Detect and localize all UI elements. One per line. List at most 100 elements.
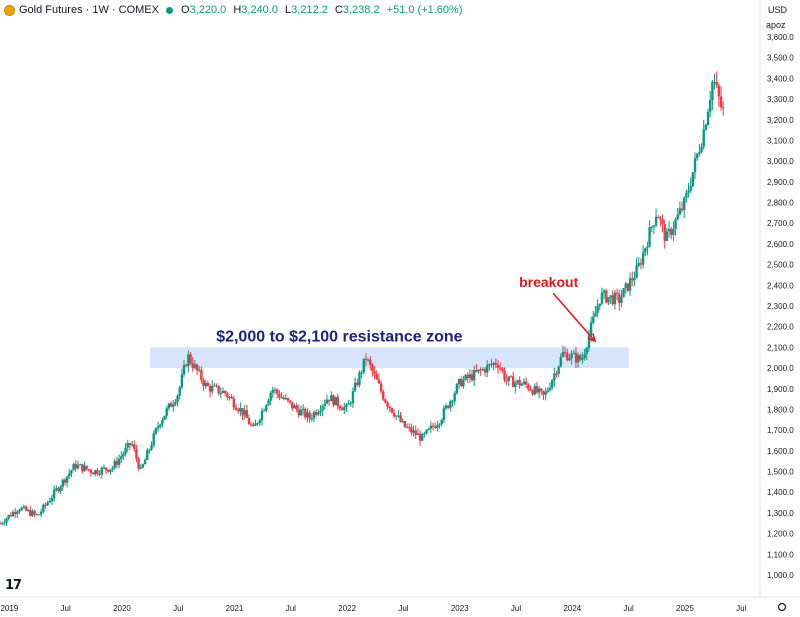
candle-body xyxy=(267,400,270,406)
candle-body xyxy=(566,352,569,361)
candle-body xyxy=(178,387,181,396)
candle-body xyxy=(691,172,695,187)
candle-body xyxy=(215,385,218,387)
candle-body xyxy=(301,408,305,411)
candle-body xyxy=(152,433,155,446)
candle-body xyxy=(395,415,398,417)
x-tick-label: 2020 xyxy=(113,604,131,613)
candle-body xyxy=(457,378,461,385)
candle-body xyxy=(719,96,723,108)
candle-body xyxy=(620,297,623,303)
candle-body xyxy=(559,356,562,367)
candle-body xyxy=(169,403,173,407)
candle-body xyxy=(353,382,357,391)
candle-body xyxy=(676,214,679,220)
candle-body xyxy=(715,81,718,86)
open-value: 3,220.0 xyxy=(189,4,227,16)
candle-body xyxy=(392,412,396,417)
candle-body xyxy=(219,393,223,395)
unit-label[interactable]: apoz xyxy=(766,20,786,30)
candle-body xyxy=(74,463,77,469)
candle-body xyxy=(213,385,216,387)
x-tick-label: Jul xyxy=(624,604,634,613)
candle-body xyxy=(410,427,413,433)
x-tick-label: Jul xyxy=(173,604,183,613)
candle-body xyxy=(592,316,595,323)
candle-body xyxy=(585,348,588,355)
candle-body xyxy=(206,382,210,387)
candle-body xyxy=(202,380,205,386)
candle-body xyxy=(514,382,517,388)
symbol-title[interactable]: Gold Futures · 1W · COMEX xyxy=(19,4,159,16)
candle-body xyxy=(72,463,75,471)
candle-body xyxy=(364,358,368,360)
candle-body xyxy=(637,263,640,266)
candle-body xyxy=(314,412,318,415)
y-tick-label: 1,100.0 xyxy=(767,550,794,559)
candle-body xyxy=(524,381,528,385)
candle-body xyxy=(680,208,684,211)
candle-body xyxy=(639,263,643,265)
candle-body xyxy=(418,433,422,441)
candle-body xyxy=(304,408,307,418)
currency-label[interactable]: USD xyxy=(768,5,788,15)
candle-body xyxy=(271,389,275,393)
y-tick-label: 1,900.0 xyxy=(767,385,794,394)
candle-body xyxy=(501,368,504,371)
candle-body xyxy=(648,227,651,247)
candle-body xyxy=(143,459,147,465)
candle-body xyxy=(146,450,149,460)
y-tick-label: 3,100.0 xyxy=(767,136,794,145)
candle-body xyxy=(531,390,534,395)
x-tick-label: 2024 xyxy=(563,604,581,613)
candle-body xyxy=(217,386,220,394)
candle-body xyxy=(33,511,36,515)
candle-body xyxy=(373,371,376,375)
y-tick-label: 3,400.0 xyxy=(767,74,794,83)
candle-body xyxy=(0,523,2,525)
candle-body xyxy=(3,522,6,524)
candle-body xyxy=(408,427,411,429)
candle-body xyxy=(429,425,433,429)
candle-body xyxy=(425,429,428,434)
x-tick-label: 2019 xyxy=(0,604,18,613)
candle-body xyxy=(382,391,385,400)
candle-body xyxy=(609,295,612,298)
gold-coin-icon[interactable] xyxy=(4,4,15,16)
candle-body xyxy=(602,290,606,293)
candle-body xyxy=(371,365,374,372)
candle-body xyxy=(107,469,110,472)
candle-body xyxy=(128,443,132,446)
candle-body xyxy=(42,504,45,512)
candle-body xyxy=(641,252,645,265)
settings-gear-icon[interactable] xyxy=(777,602,787,612)
candle-body xyxy=(85,465,88,470)
candle-body xyxy=(334,396,337,406)
candle-body xyxy=(83,465,86,472)
candle-body xyxy=(633,277,636,281)
candle-body xyxy=(265,405,268,411)
candle-body xyxy=(295,405,298,410)
candle-body xyxy=(555,373,558,375)
candle-body xyxy=(269,392,272,401)
candle-body xyxy=(221,391,225,394)
candle-body xyxy=(89,469,93,473)
candle-body xyxy=(397,415,400,417)
candle-body xyxy=(438,424,441,426)
y-tick-label: 1,000.0 xyxy=(767,571,794,580)
candle-body xyxy=(139,467,142,469)
candle-body xyxy=(258,420,262,424)
candle-body xyxy=(254,423,257,426)
candle-body xyxy=(451,401,454,403)
candle-body xyxy=(416,433,420,436)
candle-body xyxy=(37,514,41,516)
y-tick-label: 3,500.0 xyxy=(767,54,794,63)
candle-body xyxy=(674,219,677,229)
candle-body xyxy=(659,218,662,220)
candle-body xyxy=(332,395,335,406)
candle-body xyxy=(618,294,621,303)
candle-body xyxy=(607,297,610,303)
candle-body xyxy=(377,379,381,384)
candle-body xyxy=(635,265,638,278)
